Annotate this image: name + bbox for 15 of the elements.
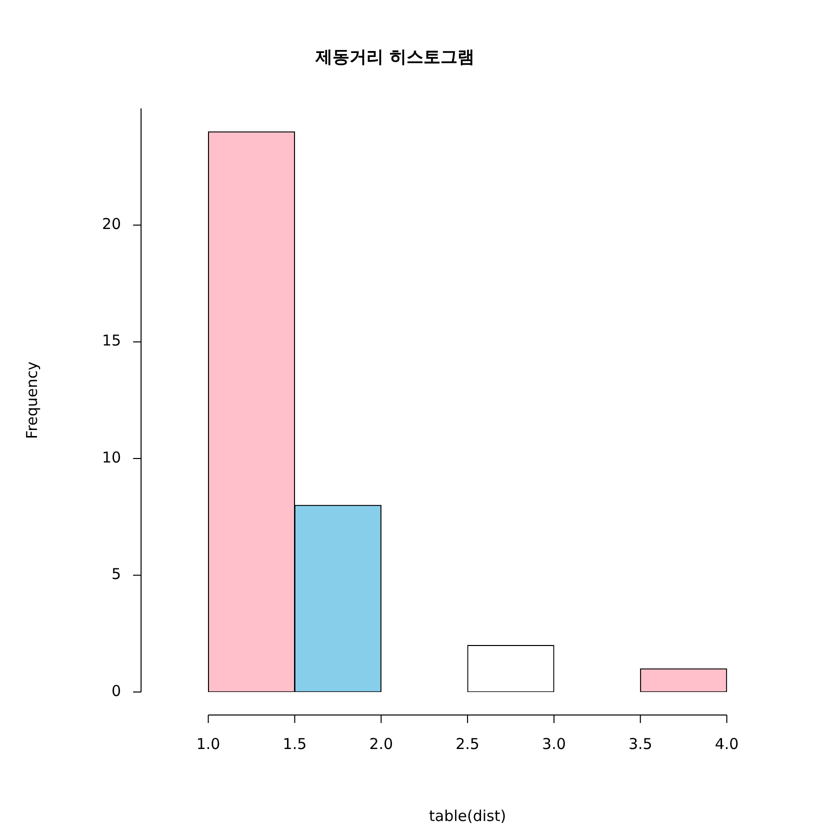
chart-title: 제동거리 히스토그램	[314, 48, 474, 68]
y-tick-label: 10	[102, 448, 122, 466]
y-tick-label: 5	[112, 565, 122, 584]
x-tick-label: 1.0	[196, 734, 220, 753]
x-tick-label: 2.0	[369, 734, 394, 753]
y-tick-label: 20	[102, 215, 122, 234]
x-tick-label: 3.0	[542, 734, 566, 753]
x-tick-label: 3.5	[628, 734, 652, 753]
y-tick-label: 15	[102, 332, 122, 350]
y-tick-label: 0	[112, 682, 122, 700]
x-axis-title: table(dist)	[428, 806, 506, 825]
x-tick-label: 4.0	[714, 734, 739, 753]
x-tick-label: 1.5	[282, 734, 307, 753]
x-tick-label: 2.5	[456, 734, 480, 753]
y-axis-title: Frequency	[22, 361, 41, 439]
